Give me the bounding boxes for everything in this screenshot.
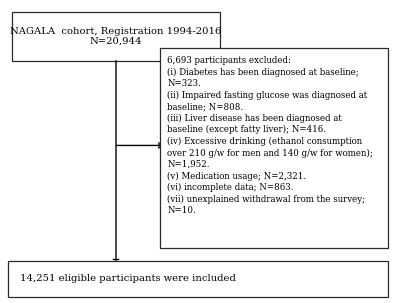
Text: NAGALA  cohort, Registration 1994-2016
N=20,944: NAGALA cohort, Registration 1994-2016 N=… [10,27,222,46]
Bar [12,12,220,61]
Bar [160,48,388,248]
Text: 14,251 eligible participants were included: 14,251 eligible participants were includ… [20,274,236,283]
Bar [8,261,388,297]
Text: 6,693 participants excluded:
(i) Diabetes has been diagnosed at baseline;
N=323.: 6,693 participants excluded: (i) Diabete… [167,56,373,215]
